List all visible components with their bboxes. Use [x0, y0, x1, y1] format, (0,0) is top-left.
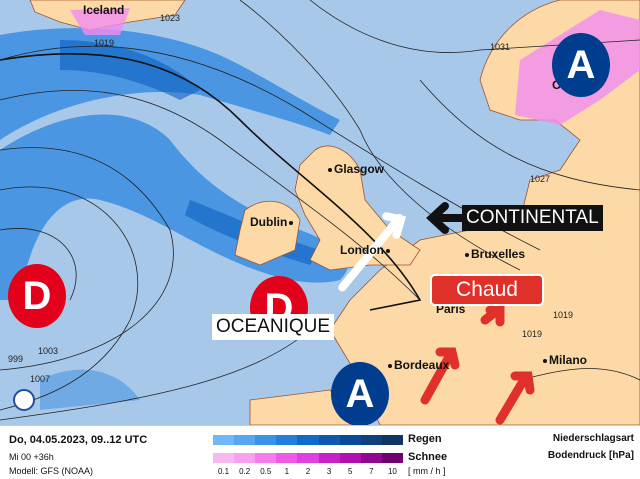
rain-scale-swatch — [297, 435, 319, 445]
scale-tick: 5 — [347, 467, 353, 476]
legend-title-precip: Niederschlagsart — [552, 433, 634, 444]
weather-map: Iceland Oslo Glasgow Dublin London Bruxe… — [0, 0, 640, 426]
isobar-label: 1007 — [30, 374, 51, 384]
city-label: Dublin — [250, 215, 295, 229]
model-name: Modell: GFS (NOAA) — [9, 466, 94, 476]
city-label: Bordeaux — [386, 358, 449, 372]
city-label: Milano — [541, 353, 587, 367]
snow-scale-swatch — [234, 453, 256, 463]
city-name: Glasgow — [334, 162, 385, 176]
warm-arrows — [420, 305, 535, 425]
city-label: London — [340, 243, 392, 257]
city-name: Dublin — [250, 215, 288, 229]
city-dot — [289, 220, 294, 225]
great-britain-land — [294, 145, 421, 271]
legend-title-pressure: Bodendruck [hPa] — [547, 450, 634, 461]
isobar-label: 1023 — [160, 13, 181, 23]
isobar-label: 1003 — [38, 346, 59, 356]
oceanique-label: OCEANIQUE — [212, 314, 335, 340]
city-name: Milano — [549, 353, 587, 367]
low-pressure-marker: D — [8, 264, 66, 328]
city-dot — [465, 252, 469, 257]
rain-scale-swatch — [276, 435, 298, 445]
oceanic-arrow — [338, 212, 407, 292]
isobar-label: 1019 — [522, 329, 543, 339]
isobar-label: 999 — [8, 354, 24, 364]
city-dot — [388, 363, 392, 368]
scale-tick: 0.5 — [260, 467, 272, 476]
forecast-date: Do, 04.05.2023, 09..12 UTC — [9, 434, 148, 446]
scale-tick: 2 — [305, 467, 311, 476]
legend: Do, 04.05.2023, 09..12 UTC Mi 00 +36h Mo… — [0, 425, 640, 479]
rain-scale-swatch — [360, 435, 382, 445]
continental-label: CONTINENTAL — [462, 205, 603, 231]
scale-ticks: 0.1 0.2 0.5 1 2 3 5 7 10 — [213, 467, 403, 476]
snow-scale-swatch — [318, 453, 340, 463]
snow-label: Schnee — [408, 451, 448, 463]
isobar-label: 1027 — [530, 174, 551, 184]
unit-label: [ mm / h ] — [408, 466, 446, 476]
scale-tick: 3 — [326, 467, 332, 476]
scale-tick: 7 — [369, 467, 374, 476]
chaud-label: Chaud — [430, 274, 544, 306]
scale-tick: 0.2 — [239, 467, 251, 476]
scale-tick: 0.1 — [217, 467, 230, 476]
high-pressure-marker: A — [552, 33, 610, 97]
city-dot — [328, 167, 332, 172]
snow-scale-swatch — [339, 453, 361, 463]
city-dot — [385, 248, 390, 253]
scale-tick: 1 — [284, 467, 290, 476]
snow-scale-swatch — [360, 453, 382, 463]
city-name: London — [340, 243, 384, 257]
snow-scale-swatch — [276, 453, 298, 463]
snow-color-scale — [213, 453, 403, 463]
city-label: Glasgow — [326, 162, 384, 176]
snow-scale-swatch — [213, 453, 235, 463]
city-label: Iceland — [83, 3, 125, 17]
isobar-label: 1019 — [553, 310, 574, 320]
city-label: Bruxelles — [463, 247, 525, 261]
front-line — [0, 52, 422, 311]
isobar-label: 1031 — [490, 42, 511, 52]
high-pressure-marker: A — [331, 362, 389, 426]
isobar-label: 1019 — [94, 38, 115, 48]
rain-scale-swatch — [213, 435, 235, 445]
rain-scale-swatch — [234, 435, 256, 445]
scale-tick: 10 — [387, 467, 397, 476]
snow-scale-swatch — [255, 453, 277, 463]
continental-arrow — [426, 202, 466, 234]
rain-scale-swatch — [381, 435, 403, 445]
rain-scale-swatch — [255, 435, 277, 445]
snow-scale-swatch — [297, 453, 319, 463]
rain-scale-swatch — [318, 435, 340, 445]
rain-scale-swatch — [339, 435, 361, 445]
snow-scale-swatch — [381, 453, 403, 463]
model-run: Mi 00 +36h — [9, 452, 54, 462]
globe-icon[interactable] — [13, 389, 35, 411]
rain-color-scale — [213, 435, 403, 445]
city-dot — [543, 358, 547, 363]
rain-label: Regen — [408, 433, 442, 445]
city-name: Bruxelles — [471, 247, 526, 261]
isobars — [0, 0, 640, 421]
ireland-land — [234, 201, 301, 266]
city-name: Bordeaux — [394, 358, 450, 372]
